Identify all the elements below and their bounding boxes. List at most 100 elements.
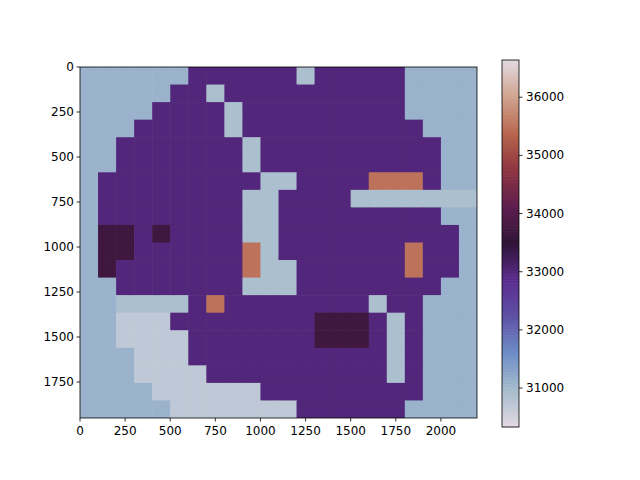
heatmap-cell — [206, 225, 225, 243]
heatmap-cell — [116, 102, 135, 120]
colorbar-tick-label: 32000 — [526, 323, 564, 337]
heatmap-cell — [459, 137, 477, 155]
heatmap-cell — [351, 295, 370, 313]
heatmap-cell — [134, 365, 153, 383]
heatmap-cell — [297, 278, 316, 296]
x-tick — [440, 418, 441, 422]
heatmap-cell — [441, 190, 460, 208]
heatmap-cell — [242, 295, 261, 313]
heatmap-cell — [279, 207, 298, 225]
heatmap-cell — [242, 313, 261, 331]
heatmap-cell — [152, 243, 171, 261]
heatmap-cell — [297, 225, 316, 243]
heatmap-cell — [188, 102, 207, 120]
heatmap-cell — [152, 172, 171, 190]
heatmap-cell — [152, 330, 171, 348]
heatmap-cell — [297, 172, 316, 190]
heatmap-cell — [423, 120, 442, 138]
heatmap-cell — [369, 400, 388, 418]
y-tick-label: 1500 — [43, 330, 74, 344]
heatmap-cell — [242, 365, 261, 383]
heatmap-cell — [315, 383, 334, 401]
heatmap-cell — [387, 102, 406, 120]
y-tick — [77, 202, 81, 203]
heatmap-cell — [333, 207, 352, 225]
heatmap-cell — [333, 225, 352, 243]
heatmap-cell — [134, 102, 153, 120]
heatmap-cell — [170, 278, 189, 296]
heatmap-cell — [260, 313, 279, 331]
heatmap-cell — [206, 207, 225, 225]
heatmap-cell — [333, 102, 352, 120]
heatmap-cell — [279, 260, 298, 278]
heatmap-cell — [188, 383, 207, 401]
heatmap-cell — [297, 243, 316, 261]
heatmap-cell — [224, 225, 243, 243]
heatmap-cell — [351, 243, 370, 261]
heatmap-cell — [279, 190, 298, 208]
heatmap-cell — [188, 225, 207, 243]
heatmap-cell — [80, 67, 99, 85]
heatmap-cell — [170, 85, 189, 103]
heatmap-cell — [369, 348, 388, 366]
heatmap-cell — [369, 102, 388, 120]
heatmap-cell — [387, 85, 406, 103]
heatmap-cell — [80, 172, 99, 190]
heatmap-cell — [134, 137, 153, 155]
heatmap-cell — [405, 260, 424, 278]
heatmap-cell — [134, 207, 153, 225]
heatmap-cell — [351, 172, 370, 190]
heatmap-cell — [170, 295, 189, 313]
chart: 0250500750100012501500175020000250500750… — [0, 0, 640, 480]
heatmap-cell — [98, 85, 117, 103]
heatmap-cell — [98, 313, 117, 331]
heatmap-cell — [441, 207, 460, 225]
heatmap-cell — [315, 85, 334, 103]
heatmap-cell — [152, 155, 171, 173]
heatmap-cell — [297, 313, 316, 331]
heatmap-cell — [405, 295, 424, 313]
heatmap-cell — [279, 400, 298, 418]
heatmap-cell — [80, 348, 99, 366]
heatmap-cell — [152, 365, 171, 383]
heatmap-cell — [260, 85, 279, 103]
heatmap-cell — [116, 313, 135, 331]
heatmap-cell — [387, 330, 406, 348]
heatmap-cell — [423, 190, 442, 208]
heatmap-cell — [116, 190, 135, 208]
y-tick — [77, 112, 81, 113]
heatmap-cell — [387, 225, 406, 243]
heatmap-cell — [98, 225, 117, 243]
heatmap-cell — [80, 243, 99, 261]
heatmap-cell — [297, 383, 316, 401]
heatmap-cell — [260, 190, 279, 208]
heatmap-cell — [152, 278, 171, 296]
heatmap-cell — [459, 172, 477, 190]
heatmap-cell — [441, 67, 460, 85]
heatmap-cell — [387, 260, 406, 278]
heatmap-cell — [441, 243, 460, 261]
heatmap-cell — [279, 67, 298, 85]
heatmap-cell — [279, 225, 298, 243]
heatmap-cell — [188, 365, 207, 383]
heatmap-cell — [188, 85, 207, 103]
y-tick — [77, 337, 81, 338]
heatmap-cell — [315, 330, 334, 348]
heatmap-cell — [333, 243, 352, 261]
heatmap-cell — [260, 400, 279, 418]
heatmap-cell — [80, 155, 99, 173]
heatmap-cell — [333, 137, 352, 155]
heatmap-cell — [333, 348, 352, 366]
heatmap-cell — [333, 172, 352, 190]
heatmap-cell — [423, 260, 442, 278]
heatmap-cell — [188, 207, 207, 225]
heatmap-cell — [134, 120, 153, 138]
heatmap-cell — [351, 225, 370, 243]
heatmap-cell — [351, 330, 370, 348]
heatmap-cell — [297, 137, 316, 155]
heatmap-cell — [80, 102, 99, 120]
heatmap-cell — [152, 207, 171, 225]
heatmap-cell — [351, 207, 370, 225]
heatmap-cell — [369, 67, 388, 85]
heatmap-cell — [188, 313, 207, 331]
